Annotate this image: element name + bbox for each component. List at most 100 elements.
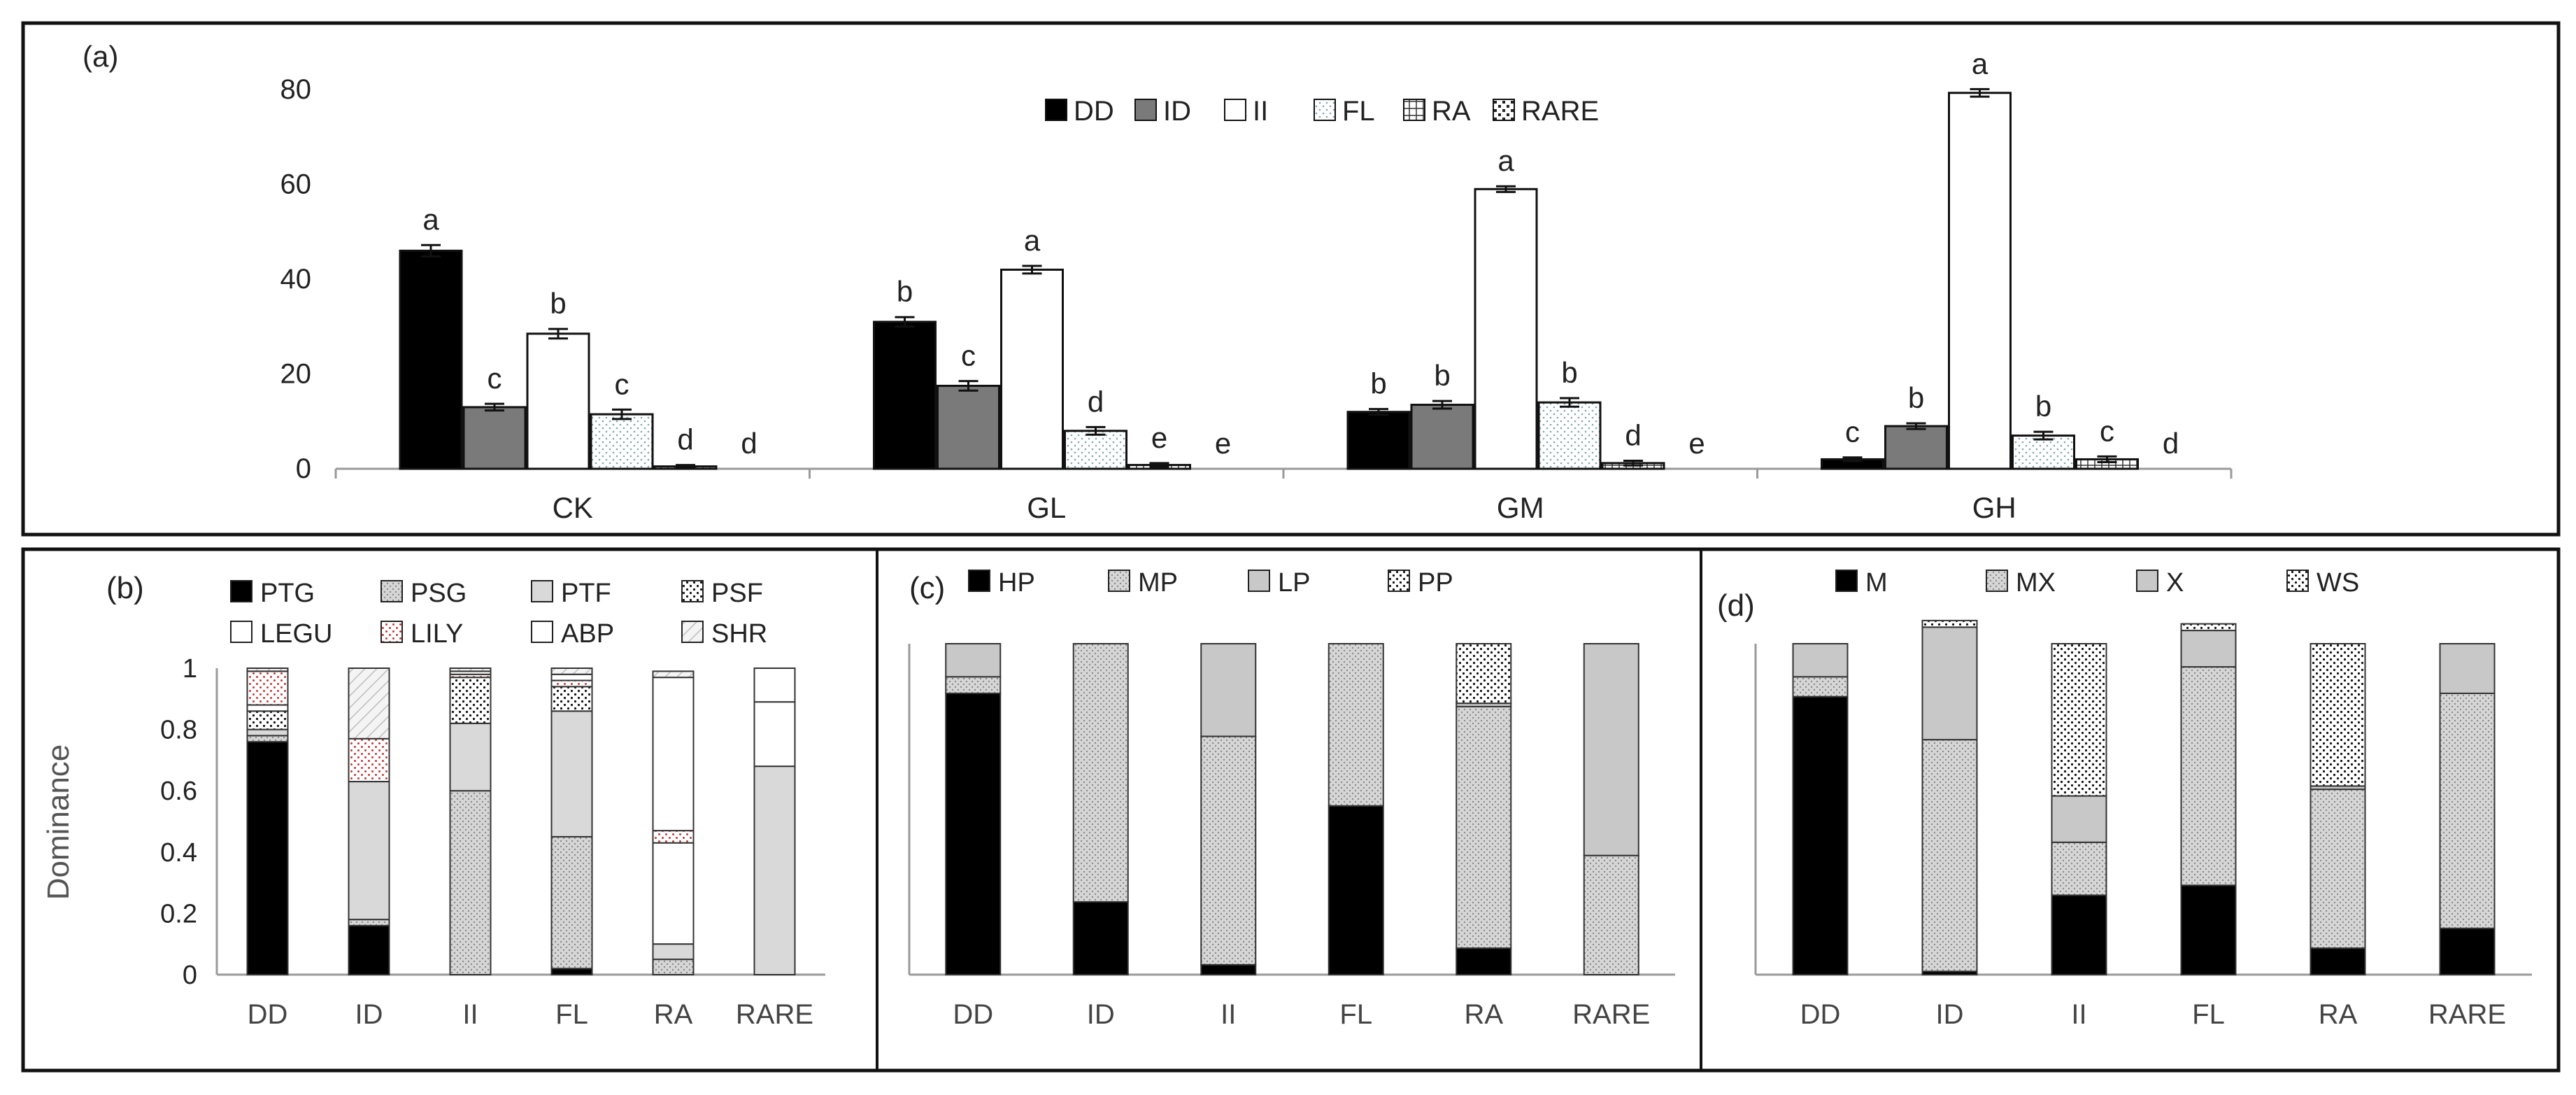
stack-segment-legu <box>652 842 695 945</box>
stack-segment-mx <box>2439 692 2496 929</box>
panel-a-label: (a) <box>83 40 118 73</box>
panel-category-label: ID <box>355 999 383 1030</box>
panel-a-significance-letter: b <box>1370 367 1386 400</box>
legend-swatch-ws <box>2286 570 2309 592</box>
stack-segment-psg <box>652 959 695 975</box>
panel-a-bar-dd <box>1346 411 1411 470</box>
legend-swatch-lily <box>380 621 403 643</box>
legend-label: X <box>2166 568 2184 598</box>
stack-segment-abp <box>753 667 796 703</box>
legend-swatch-psf <box>681 580 704 602</box>
panel-ytick: 0 <box>183 961 197 990</box>
stack-segment-mp <box>1456 705 1512 949</box>
legend-swatch-mx <box>1986 570 2008 592</box>
panel-a-ytick: 40 <box>280 264 312 295</box>
panel-c: (c) DD ID II FL RA RARE HP MP LP PP <box>908 568 1675 1030</box>
panel-a-significance-letter: b <box>897 275 913 308</box>
panel-a-significance-letter: d <box>1625 418 1641 451</box>
stack-segment-x <box>2051 795 2107 843</box>
panel-d: (d) DD ID II FL RA RARE M MX X WS <box>1717 568 2532 1030</box>
stack-segment-psf <box>449 677 492 724</box>
panel-a-significance-letter: e <box>1688 427 1705 460</box>
stack-segment-x <box>2439 643 2496 694</box>
stack-segment-mx <box>1921 739 1978 973</box>
stack-segment-shr <box>550 667 593 675</box>
stack-segment-psf <box>246 710 289 730</box>
panel-a-significance-letter: e <box>1151 421 1167 454</box>
panel-a-legend-swatch-fl <box>1314 99 1336 121</box>
panel-a-bar-id <box>1410 404 1474 470</box>
panel-a-bar-dd <box>399 249 463 470</box>
panel-a-significance-letter: a <box>1024 224 1041 257</box>
panel-a-legend-swatch-dd <box>1045 99 1067 121</box>
panel-a-significance-letter: a <box>1972 47 1988 80</box>
legend-label: PSF <box>711 579 763 608</box>
stack-segment-hp <box>1072 900 1129 975</box>
stack-segment-lp <box>1583 643 1639 856</box>
legend-label: HP <box>998 568 1035 598</box>
panel-category-label: DD <box>953 999 993 1030</box>
panel-category-label: II <box>2071 999 2086 1030</box>
legend-swatch-ptf <box>531 580 553 602</box>
panel-a-bar-fl <box>590 413 654 470</box>
stack-segment-abp <box>550 673 593 681</box>
panel-a-bar-dd <box>873 320 937 470</box>
stack-segment-mp <box>1328 643 1384 807</box>
panel-category-label: RA <box>1464 999 1503 1030</box>
panel-a-significance-letter: d <box>677 423 693 456</box>
panel-a-significance-letter: b <box>2035 390 2051 423</box>
panel-a-frame <box>21 21 2561 537</box>
panel-a-legend-swatch-id <box>1134 99 1157 121</box>
panel-category-label: RARE <box>2428 999 2506 1030</box>
stack-segment-ptf <box>449 722 492 792</box>
stack-segment-ws <box>1921 619 1978 628</box>
stack-segment-x <box>2180 630 2237 668</box>
stack-segment-lily <box>652 830 695 844</box>
stack-segment-ws <box>2310 643 2366 787</box>
panel-a-ytick: 20 <box>280 359 312 390</box>
panel-a-bar-fl <box>1537 401 1602 470</box>
panel-a-significance-letter: c <box>615 367 629 400</box>
legend-label: MP <box>1138 568 1178 598</box>
panel-ytick: 0.4 <box>160 838 197 868</box>
legend-swatch-x <box>2136 570 2158 592</box>
legend-label: PTG <box>260 579 315 608</box>
panel-category-label: RARE <box>736 999 813 1030</box>
panel-a-significance-letter: c <box>1845 416 1860 448</box>
panel-c-label: (c) <box>909 571 945 605</box>
stack-segment-hp <box>1200 963 1257 976</box>
panel-a-bar-fl <box>1064 430 1127 470</box>
panel-a: (a) 0 20 40 60 80 CK a c b c d d GL b c a d e e GM b b a b d e GH c b… <box>83 40 2233 524</box>
stack-segment-shr <box>449 667 492 672</box>
panel-a-bar-ii <box>1000 268 1064 470</box>
bottom-panels-frame <box>21 547 2561 1073</box>
panel-a-category-label: CK <box>553 491 593 524</box>
panel-a-category-label: GH <box>1972 491 2016 524</box>
panel-a-significance-letter: c <box>2100 414 2114 447</box>
panel-category-label: FL <box>555 999 588 1030</box>
stack-segment-mp <box>1583 854 1639 975</box>
legend-swatch-m <box>1835 570 1858 592</box>
panel-ytick: 0.8 <box>160 716 197 745</box>
stack-segment-x <box>1921 626 1978 741</box>
stack-segment-ptg <box>348 924 390 976</box>
panel-a-legend-label: DD <box>1074 96 1114 127</box>
stack-segment-ptf <box>246 728 289 737</box>
stack-segment-m <box>2051 894 2107 975</box>
panel-d-label: (d) <box>1717 588 1755 623</box>
panel-category-label: FL <box>1339 999 1372 1030</box>
stack-segment-ptf <box>753 765 796 976</box>
stack-segment-m <box>2310 947 2366 976</box>
panel-category-label: II <box>462 999 478 1030</box>
legend-label: PSG <box>411 579 467 608</box>
stack-segment-lily <box>246 670 289 706</box>
legend-swatch-hp <box>968 570 990 592</box>
stack-segment-lily <box>348 737 390 783</box>
panel-a-category-label: GL <box>1027 491 1066 524</box>
stack-segment-hp <box>1456 947 1512 976</box>
stack-segment-mx <box>2310 789 2366 949</box>
stack-segment-lily <box>550 679 593 688</box>
stack-segment-lp <box>1200 643 1257 737</box>
stack-segment-shr <box>652 670 695 679</box>
